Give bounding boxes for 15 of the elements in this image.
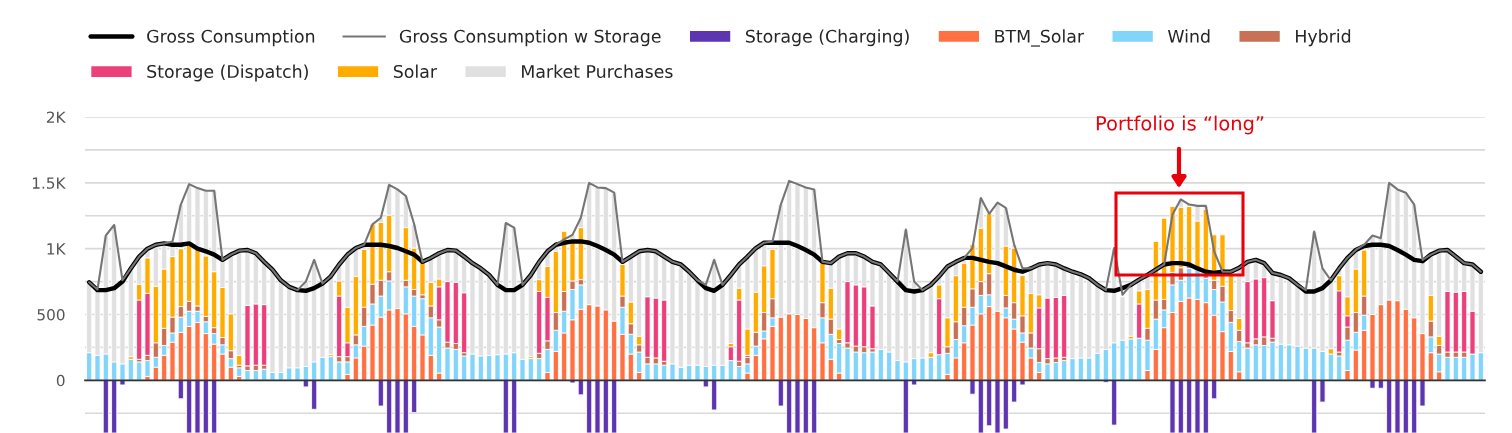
legend-label: Solar [393,64,437,79]
y-tick-label: 0 [56,374,65,387]
legend-label: Gross Consumption [147,29,315,47]
y-tick-label: 2K [46,111,66,123]
legend-label: Hybrid [1296,29,1351,47]
y-tick-label: 1K [47,243,66,255]
legend-label: BTM_Solar [995,29,1085,47]
legend-label: Gross Consumption w Storage [399,29,661,47]
legend-label: Wind [1167,29,1210,43]
legend-label: Storage (Dispatch) [147,64,308,82]
legend-label: Storage (Charging) [745,29,909,47]
legend-label: Market Purchases [522,64,673,79]
y-tick-label: 1.5K [32,177,66,189]
y-tick-label: 500 [37,308,65,321]
annotation: Portfolio is “long” [1096,115,1264,135]
